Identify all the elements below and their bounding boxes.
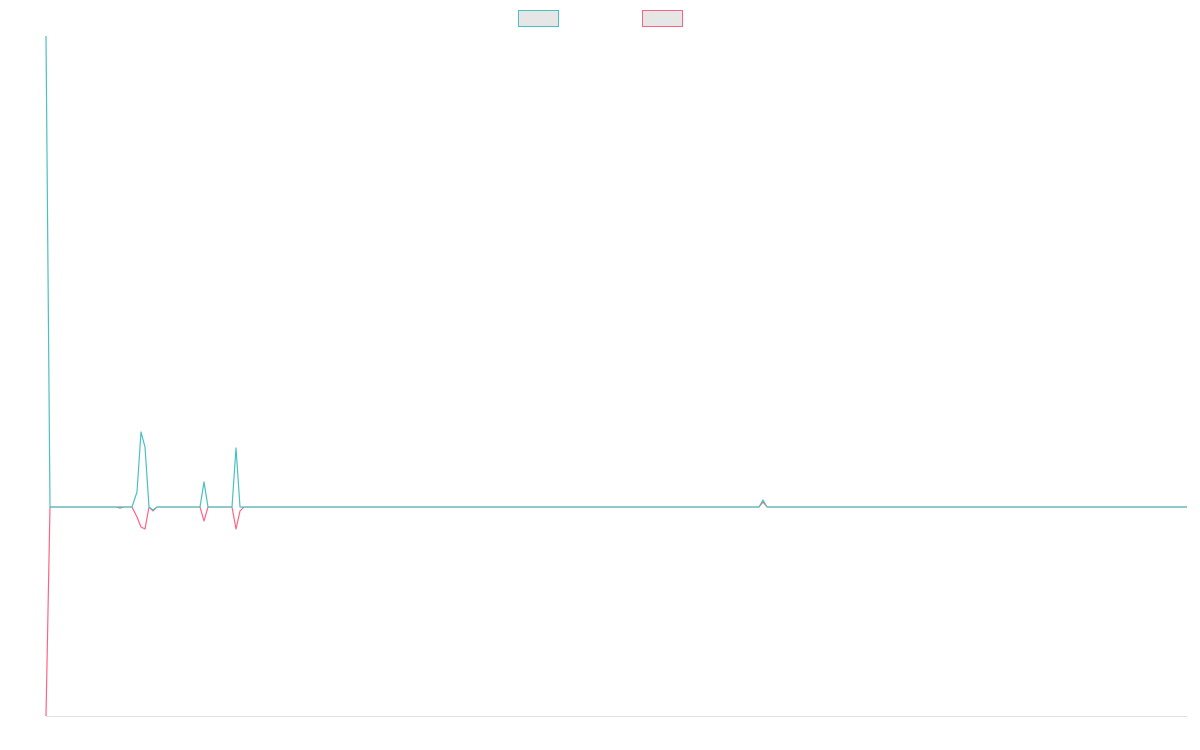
series-line — [45, 35, 1187, 511]
legend-swatch[interactable] — [642, 10, 683, 27]
series-line — [45, 501, 1187, 717]
legend-swatch[interactable] — [518, 10, 559, 27]
